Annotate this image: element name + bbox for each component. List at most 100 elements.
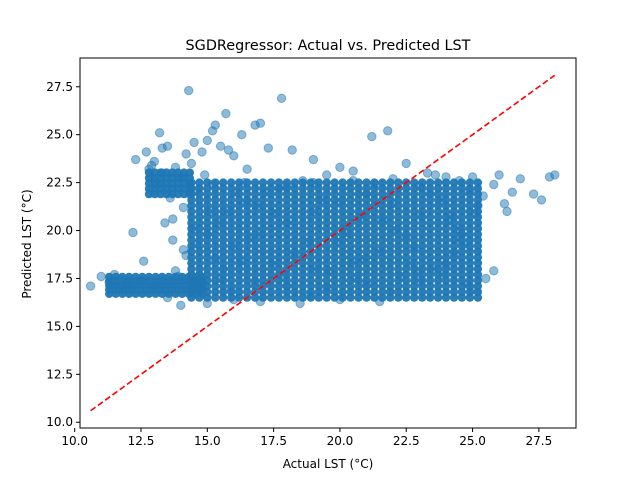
scatter-point [330, 253, 339, 262]
scatter-point [335, 162, 345, 173]
scatter-point [410, 276, 419, 285]
scatter-point [306, 195, 315, 205]
scatter-point [242, 287, 252, 297]
scatter-point [184, 85, 194, 96]
scatter-point [197, 147, 207, 157]
scatter-point [290, 178, 299, 187]
scatter-point [227, 218, 236, 228]
y-axis-label: Predicted LST (°C) [20, 189, 34, 298]
scatter-point [370, 218, 379, 228]
scatter-point [348, 166, 358, 176]
scatter-point [322, 287, 331, 297]
scatter-point [242, 218, 252, 228]
scatter-point [234, 287, 244, 297]
scatter-point [425, 230, 435, 239]
scatter-point [234, 276, 244, 285]
scatter-point [322, 178, 331, 187]
x-tick-label: 27.5 [526, 434, 553, 448]
scatter-point [457, 184, 467, 193]
scatter-point [187, 253, 196, 262]
scatter-point [242, 264, 252, 274]
scatter-point [354, 207, 363, 216]
scatter-point [298, 276, 307, 285]
x-tick-label: 12.5 [128, 434, 155, 448]
axes-frame [79, 57, 577, 429]
scatter-point [402, 264, 411, 274]
scatter-point [394, 195, 403, 205]
scatter-point [105, 272, 114, 282]
scatter-point [128, 227, 138, 238]
scatter-point [258, 253, 268, 262]
scatter-point [237, 130, 247, 140]
scatter-point [164, 272, 174, 282]
scatter-point [250, 178, 260, 187]
scatter-point [221, 108, 231, 119]
scatter-point [314, 287, 323, 297]
scatter-point [441, 207, 451, 216]
scatter-point [338, 207, 347, 216]
y-tick-label: 20.0 [46, 224, 73, 238]
scatter-point [250, 276, 260, 285]
scatter-point [322, 195, 331, 205]
scatter-point [274, 178, 284, 187]
scatter-point [465, 287, 475, 297]
scatter-point [418, 207, 427, 216]
scatter-point [282, 195, 292, 205]
scatter-point [394, 287, 403, 297]
scatter-point [449, 264, 459, 274]
scatter-point [425, 287, 435, 297]
scatter-point [370, 276, 379, 285]
y-tick-label: 22.5 [46, 176, 73, 190]
scatter-point [131, 154, 141, 165]
scatter-point [394, 178, 403, 187]
scatter-point [425, 178, 435, 187]
scatter-point [433, 264, 443, 274]
scatter-point [433, 276, 443, 285]
scatter-point [330, 178, 339, 187]
scatter-point [457, 207, 467, 216]
scatter-point [362, 184, 371, 193]
scatter-point [306, 241, 315, 251]
scatter-point [314, 276, 323, 285]
scatter-point [502, 206, 512, 217]
scatter-point [219, 207, 228, 216]
scatter-point [499, 199, 510, 209]
scatter-point [139, 256, 149, 266]
scatter-point [219, 264, 228, 274]
scatter-point [195, 264, 204, 274]
scatter-point [346, 276, 355, 285]
scatter-point [338, 287, 347, 297]
scatter-point [290, 218, 299, 228]
scatter-point [258, 264, 268, 274]
scatter-point [338, 230, 347, 239]
scatter-point [457, 230, 467, 239]
scatter-point [298, 230, 307, 239]
scatter-point [187, 207, 196, 216]
scatter-point [227, 184, 236, 193]
scatter-point [394, 241, 403, 251]
scatter-point [242, 276, 252, 285]
scatter-point [330, 276, 339, 285]
scatter-point [422, 168, 433, 178]
scatter-point [298, 207, 307, 216]
scatter-point [386, 207, 395, 216]
scatter-point [402, 195, 411, 205]
scatter-point [354, 195, 363, 205]
scatter-point [258, 287, 268, 297]
scatter-point [266, 184, 276, 193]
scatter-point [418, 178, 427, 187]
scatter-point [308, 154, 319, 165]
scatter-point [386, 276, 395, 285]
scatter-point [306, 253, 315, 262]
scatter-point [362, 264, 371, 274]
scatter-point [250, 230, 260, 239]
scatter-point [314, 253, 323, 262]
scatter-point [402, 207, 411, 216]
scatter-point [370, 241, 379, 251]
scatter-point [346, 241, 355, 251]
scatter-point [219, 218, 228, 228]
scatter-point [282, 287, 292, 297]
scatter-point [378, 184, 387, 193]
scatter-point [111, 272, 121, 282]
scatter-point [528, 189, 539, 199]
